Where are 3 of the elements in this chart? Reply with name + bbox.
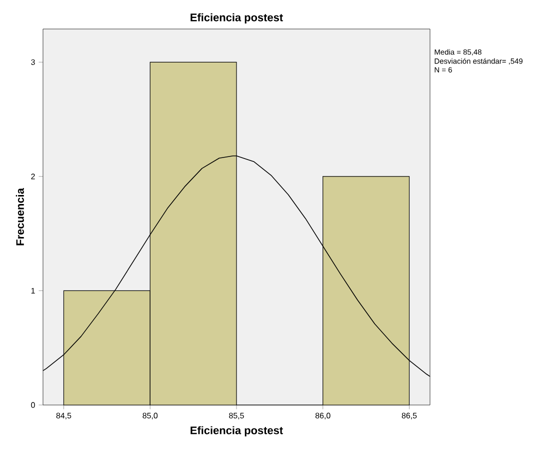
x-axis-title: Eficiencia postest	[190, 426, 283, 436]
chart-title: Eficiencia postest	[190, 13, 283, 24]
y-axis-title: Frecuencia	[16, 188, 24, 246]
